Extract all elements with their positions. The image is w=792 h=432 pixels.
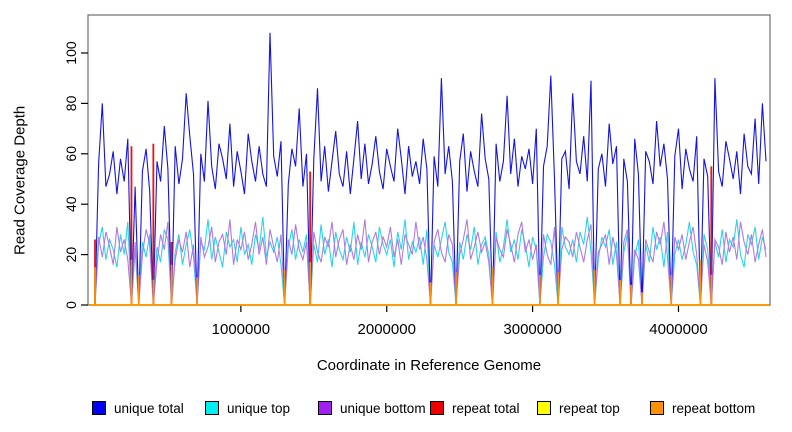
chart-legend: unique total unique top unique bottom repea… (0, 397, 792, 421)
y-tick-label: 100 (63, 41, 79, 65)
legend-swatch-repeat-total (430, 401, 444, 415)
legend-label: repeat total (452, 400, 520, 416)
legend-item-unique-total: unique total (92, 397, 184, 419)
legend-item-repeat-total: repeat total (430, 397, 520, 419)
legend-item-unique-bottom: unique bottom (318, 397, 426, 419)
x-tick-label: 1000000 (212, 321, 270, 338)
x-tick-label: 2000000 (358, 321, 416, 338)
legend-label: unique top (227, 400, 291, 416)
legend-label: unique bottom (340, 400, 426, 416)
x-axis-title: Coordinate in Reference Genome (316, 357, 542, 374)
x-tick-label: 3000000 (503, 321, 561, 338)
legend-label: unique total (114, 400, 184, 416)
legend-swatch-repeat-top (537, 401, 551, 415)
legend-swatch-unique-bottom (318, 401, 332, 415)
legend-swatch-repeat-bottom (650, 401, 664, 415)
y-axis-title: Read Coverage Depth (11, 105, 29, 255)
legend-label: repeat top (559, 400, 620, 416)
series-unique-total (94, 32, 767, 306)
plot-area: 0 20 40 60 80 100 1000000 2000000 3000000 4000000 (63, 14, 771, 338)
y-tick-label: 0 (63, 301, 79, 309)
legend-label: repeat bottom (672, 400, 756, 416)
legend-swatch-unique-top (205, 401, 219, 415)
legend-item-repeat-bottom: repeat bottom (650, 397, 755, 419)
y-tick-label: 80 (63, 95, 79, 111)
legend-item-unique-top: unique top (205, 397, 290, 419)
x-tick-label: 4000000 (649, 321, 707, 338)
y-tick-label: 60 (63, 146, 79, 162)
y-tick-label: 20 (63, 247, 79, 263)
y-tick-label: 40 (63, 196, 79, 212)
legend-item-repeat-top: repeat top (537, 397, 620, 419)
legend-swatch-unique-total (92, 401, 106, 415)
series-repeat-bottom (89, 259, 769, 306)
